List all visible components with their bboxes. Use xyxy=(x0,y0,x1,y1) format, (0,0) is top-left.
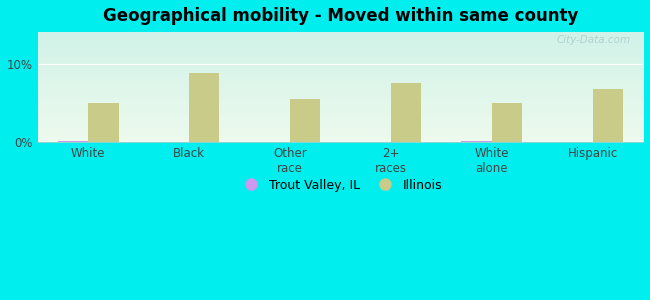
Bar xyxy=(290,99,320,142)
Bar xyxy=(189,73,220,142)
Bar xyxy=(58,141,88,142)
Text: City-Data.com: City-Data.com xyxy=(557,35,631,45)
Bar xyxy=(462,141,492,142)
Title: Geographical mobility - Moved within same county: Geographical mobility - Moved within sam… xyxy=(103,7,578,25)
Legend: Trout Valley, IL, Illinois: Trout Valley, IL, Illinois xyxy=(234,174,447,196)
Bar xyxy=(88,103,118,142)
Bar xyxy=(492,103,522,142)
Bar xyxy=(391,83,421,142)
Bar xyxy=(593,89,623,142)
